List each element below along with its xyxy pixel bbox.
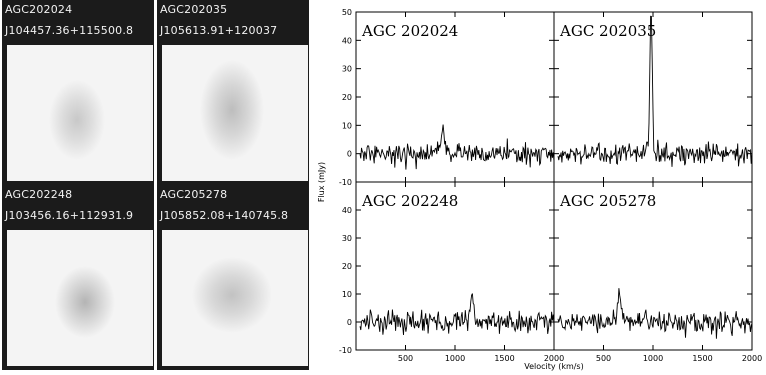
y-tick-label: 30	[342, 234, 352, 243]
thumbnail-agc202248: AGC202248 J103456.16+112931.9	[2, 185, 154, 370]
y-tick-label: 10	[342, 121, 352, 130]
panel-title: AGC 205278	[559, 192, 656, 210]
thumbnail-name: AGC202248	[5, 188, 73, 201]
y-tick-label: 30	[342, 65, 352, 74]
spectrum-line	[359, 124, 555, 170]
galaxy-image	[162, 230, 308, 366]
y-tick-label: 40	[342, 206, 352, 215]
spectra-chart: AGC 202024 -10 0 10 20 30 40 50 AGC 202035 AGC 20…	[317, 8, 762, 371]
x-tick-label: 1500	[494, 354, 514, 363]
galaxy-image	[162, 45, 308, 181]
thumbnail-designation: J105613.91+120037	[160, 24, 278, 37]
thumbnail-name: AGC205278	[160, 188, 228, 201]
y-tick-label: 10	[342, 290, 352, 299]
panel-title: AGC 202035	[559, 22, 656, 40]
galaxy-image	[7, 230, 153, 366]
y-tick-label: 40	[342, 36, 352, 45]
y-tick-label: -10	[339, 346, 352, 355]
x-tick-label: 1000	[643, 354, 663, 363]
x-tick-label: 500	[398, 354, 413, 363]
spectrum-line	[557, 15, 753, 167]
y-tick-label: 20	[342, 93, 352, 102]
y-tick-label: 0	[347, 318, 352, 327]
galaxy-image	[7, 45, 153, 181]
thumbnail-designation: J103456.16+112931.9	[5, 209, 134, 222]
y-tick-label: 0	[347, 150, 352, 159]
x-tick-label: 1000	[445, 354, 465, 363]
thumbnail-name: AGC202024	[5, 3, 73, 16]
thumbnail-agc202035: AGC202035 J105613.91+120037	[157, 0, 309, 185]
panel-title: AGC 202024	[361, 22, 458, 40]
x-tick-label: 1500	[692, 354, 712, 363]
x-axis-label: Velocity (km/s)	[524, 362, 583, 371]
panel-title: AGC 202248	[361, 192, 458, 210]
thumbnail-agc205278: AGC205278 J105852.08+140745.8	[157, 185, 309, 370]
spectrum-line	[359, 293, 555, 336]
y-tick-label: 50	[342, 8, 352, 17]
y-axis-label: Flux (mJy)	[317, 162, 326, 202]
thumbnail-designation: J104457.36+115500.8	[5, 24, 134, 37]
thumbnail-agc202024: AGC202024 J104457.36+115500.8	[2, 0, 154, 185]
y-tick-label: 20	[342, 262, 352, 271]
x-tick-label: 2000	[742, 354, 762, 363]
thumbnail-designation: J105852.08+140745.8	[160, 209, 289, 222]
spectrum-line	[557, 288, 753, 339]
x-tick-label: 500	[596, 354, 611, 363]
x-tick-label: 2000	[544, 354, 564, 363]
thumbnail-name: AGC202035	[160, 3, 228, 16]
y-tick-label: -10	[339, 178, 352, 187]
